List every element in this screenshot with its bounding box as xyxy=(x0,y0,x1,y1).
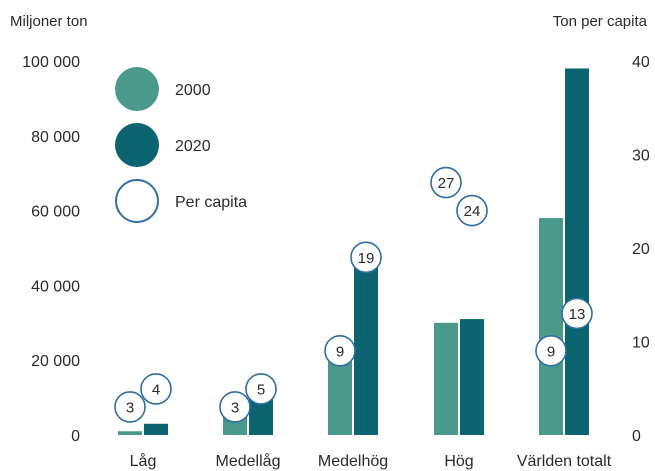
left-tick-label: 60 000 xyxy=(31,204,80,221)
right-tick-label: 10 xyxy=(632,335,650,352)
legend-swatch-per-capita xyxy=(115,179,159,223)
per-capita-2020-label: 13 xyxy=(569,306,586,323)
per-capita-2020-circle xyxy=(140,373,172,405)
per-capita-2020-label: 19 xyxy=(358,250,375,267)
right-axis: 0 10 20 30 40 xyxy=(632,54,650,445)
bar-2000 xyxy=(539,218,563,435)
per-capita-2000-label: 9 xyxy=(336,343,344,360)
per-capita-2000-label: 9 xyxy=(547,343,555,360)
legend-swatch-2000 xyxy=(115,67,159,111)
left-tick-label: 100 000 xyxy=(22,54,80,71)
category-label: Låg xyxy=(130,452,157,470)
per-capita-2000-circle xyxy=(324,335,356,367)
per-capita-2020-circle xyxy=(350,241,382,274)
bar-2020 xyxy=(144,423,168,435)
bar-2000 xyxy=(118,431,142,435)
legend-label-2000: 2000 xyxy=(175,82,211,99)
right-axis-title: Ton per capita xyxy=(553,13,648,30)
per-capita-2000-circle xyxy=(430,166,462,199)
per-capita-2020-circle xyxy=(456,194,488,227)
bar-2020 xyxy=(565,68,589,435)
per-capita-2000-label: 3 xyxy=(126,399,134,416)
right-tick-label: 30 xyxy=(632,148,650,165)
bar-2020 xyxy=(354,262,378,435)
right-tick-label: 0 xyxy=(632,428,641,445)
bar-2000 xyxy=(328,360,352,435)
category-label: Medelhög xyxy=(318,453,388,470)
bar-2020 xyxy=(460,319,484,435)
per-capita-2000-label: 3 xyxy=(231,399,239,416)
per-capita-2020-label: 4 xyxy=(152,381,160,398)
per-capita-2020-circle xyxy=(561,297,593,330)
legend-label-2020: 2020 xyxy=(175,138,211,155)
per-capita-2000-circle xyxy=(219,391,251,423)
per-capita-2000-circle xyxy=(535,335,567,367)
per-capita-markers: 3 3 9 27 9 4 5 19 24 13 xyxy=(114,166,593,423)
per-capita-2020-label: 24 xyxy=(464,203,481,220)
right-tick-label: 40 xyxy=(632,54,650,71)
category-label: Hög xyxy=(444,453,473,470)
left-axis: 0 20 000 40 000 60 000 80 000 100 000 xyxy=(22,54,80,445)
left-tick-label: 80 000 xyxy=(31,129,80,146)
left-tick-label: 20 000 xyxy=(31,353,80,370)
category-label: Medellåg xyxy=(216,452,281,470)
per-capita-2020-label: 5 xyxy=(257,381,265,398)
right-tick-label: 20 xyxy=(632,241,650,258)
left-tick-label: 40 000 xyxy=(31,278,80,295)
per-capita-2020-circle xyxy=(245,373,277,405)
bar-2000 xyxy=(434,322,458,435)
per-capita-2000-label: 27 xyxy=(438,175,455,192)
legend: 2000 2020 Per capita xyxy=(115,67,247,223)
legend-label-per-capita: Per capita xyxy=(175,194,247,211)
left-axis-title: Miljoner ton xyxy=(10,13,88,30)
category-label: Världen totalt xyxy=(517,453,612,470)
category-labels: Låg Medellåg Medelhög Hög Världen totalt xyxy=(130,452,612,470)
legend-swatch-2020 xyxy=(115,123,159,167)
left-tick-label: 0 xyxy=(71,428,80,445)
per-capita-2000-circle xyxy=(114,391,146,423)
